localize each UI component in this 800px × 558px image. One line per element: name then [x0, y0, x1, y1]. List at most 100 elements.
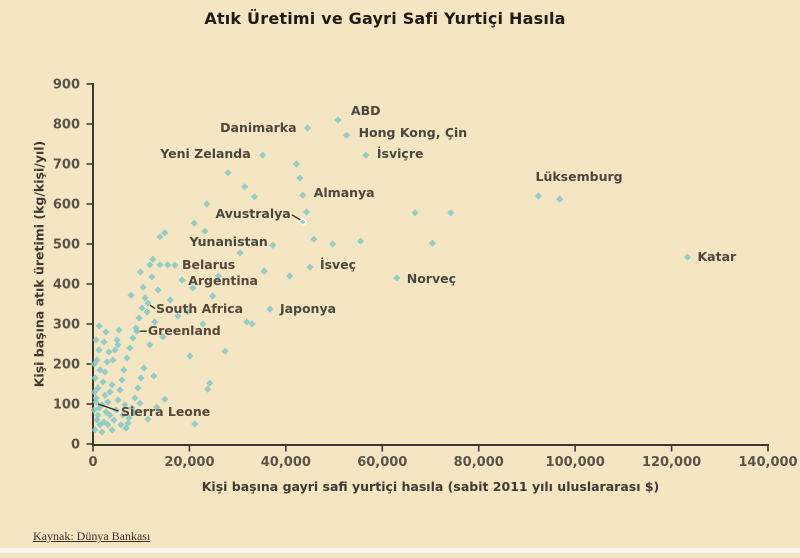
source-link[interactable]: Kaynak: Dünya Bankası [33, 529, 151, 543]
y-tick-label: 300 [53, 318, 80, 333]
data-point [115, 326, 123, 334]
data-point [302, 208, 311, 216]
data-point [204, 385, 212, 393]
country-label: Sierra Leone [121, 404, 210, 419]
label-leader-line [149, 304, 156, 310]
data-point [114, 396, 122, 404]
country-label: Yunanistan [189, 234, 268, 249]
data-point [136, 268, 144, 276]
x-tick-label: 20,000 [164, 455, 214, 470]
data-point [203, 200, 211, 208]
data-point [136, 399, 144, 407]
data-point [199, 320, 207, 328]
data-point [100, 338, 108, 346]
data-point [190, 219, 198, 227]
country-label: South Africa [156, 301, 243, 316]
y-tick-label: 0 [71, 438, 80, 453]
data-point [310, 235, 318, 243]
data-point [117, 421, 125, 429]
data-point [126, 344, 134, 352]
data-point [161, 229, 169, 237]
data-point [298, 217, 308, 227]
y-tick-label: 100 [53, 398, 80, 413]
data-point [108, 426, 116, 434]
data-point [134, 384, 142, 392]
x-tick-label: 80,000 [454, 455, 504, 470]
data-point [144, 415, 152, 423]
label-leader-line [291, 214, 302, 221]
data-point [150, 372, 158, 380]
data-point [146, 341, 154, 349]
data-point [94, 411, 102, 419]
data-point [221, 347, 229, 355]
data-point [161, 395, 169, 403]
data-point [306, 263, 314, 271]
data-point [131, 394, 139, 402]
data-point [266, 305, 274, 313]
data-point [259, 151, 267, 159]
country-label: Belarus [182, 257, 235, 272]
data-point [94, 384, 102, 392]
label-leader-line [97, 403, 119, 412]
data-point [135, 314, 143, 322]
data-point [103, 358, 111, 366]
x-tick-label: 140,000 [738, 455, 797, 470]
data-point [154, 286, 162, 294]
data-point [92, 394, 100, 402]
country-label: Norveç [407, 271, 456, 286]
data-point [166, 296, 174, 304]
country-label: İsveç [320, 257, 356, 272]
data-point [101, 391, 109, 399]
data-point [343, 131, 351, 139]
data-point [137, 374, 145, 382]
data-point [113, 336, 121, 344]
country-label: Japonya [279, 301, 336, 316]
data-point [156, 261, 164, 269]
data-point [104, 421, 112, 429]
country-label: Almanya [314, 185, 375, 200]
data-point [683, 253, 692, 261]
data-point [90, 388, 99, 396]
data-point [125, 414, 133, 422]
data-point [127, 291, 135, 299]
data-point [104, 398, 112, 406]
country-label: Argentina [188, 273, 258, 288]
data-point [303, 124, 312, 132]
data-point [124, 419, 132, 427]
country-label: Lüksemburg [536, 169, 623, 184]
country-label: Avustralya [216, 206, 291, 221]
data-point [250, 193, 259, 201]
data-point [92, 336, 100, 344]
x-tick-label: 40,000 [261, 455, 311, 470]
data-point [236, 249, 244, 257]
data-point [186, 352, 194, 360]
data-point [133, 327, 141, 335]
data-point [164, 261, 172, 269]
data-point [334, 116, 342, 124]
y-tick-label: 600 [53, 198, 80, 213]
data-point [393, 274, 401, 282]
data-point [109, 356, 117, 364]
data-point [174, 312, 182, 320]
data-point [248, 320, 256, 328]
data-point [534, 192, 543, 200]
data-point [102, 328, 110, 336]
data-point [156, 233, 164, 241]
data-point [108, 381, 116, 389]
data-point [556, 195, 564, 203]
data-point [151, 318, 159, 326]
country-label: Greenland [148, 323, 221, 338]
data-point [95, 322, 103, 330]
data-point [178, 276, 186, 284]
country-label: İsviçre [377, 146, 424, 161]
data-point [140, 364, 148, 372]
data-point [129, 334, 137, 342]
bottom-divider [0, 548, 800, 553]
data-point [130, 409, 138, 417]
data-point [118, 376, 126, 384]
data-point [143, 308, 151, 316]
data-point [105, 348, 113, 356]
data-point [191, 420, 199, 428]
